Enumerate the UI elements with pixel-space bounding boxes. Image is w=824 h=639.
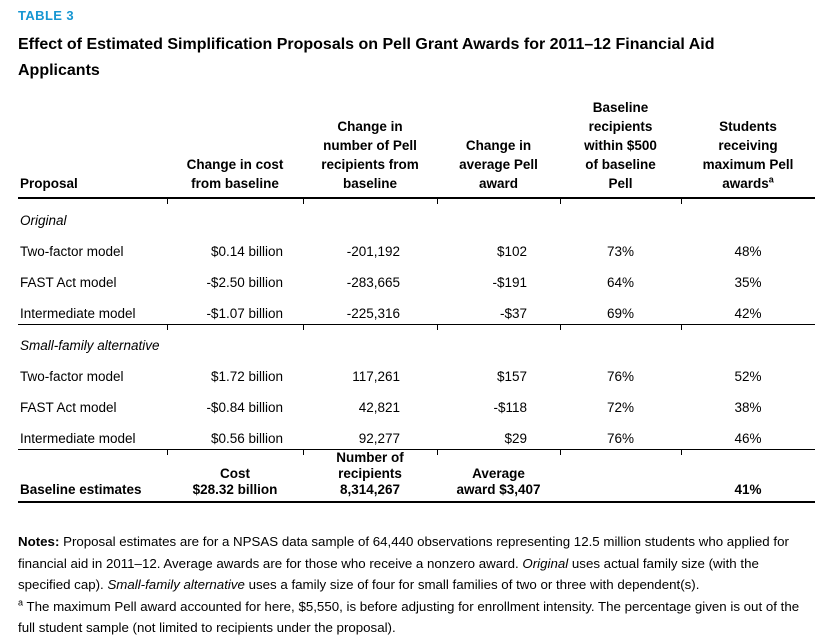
table-number-label: TABLE 3 xyxy=(18,8,75,23)
cell-change-cost: $0.56 billion xyxy=(210,431,283,446)
pell-grant-table: Proposal Change in cost from baseline Ch… xyxy=(18,98,815,503)
table-title: Effect of Estimated Simplification Propo… xyxy=(18,36,715,79)
column-header-max-awards-text: Students receiving maximum Pell awards xyxy=(702,119,794,191)
baseline-within-500 xyxy=(560,498,681,501)
cell-max-awards: 52% xyxy=(734,369,762,384)
section-row-small-family: Small-family alternative xyxy=(18,324,815,356)
baseline-label: Baseline estimates xyxy=(20,482,142,497)
cell-within-500: 76% xyxy=(606,431,635,446)
footnote-paragraph: a The maximum Pell award accounted for h… xyxy=(18,596,810,639)
table-header-row: Proposal Change in cost from baseline Ch… xyxy=(18,98,815,199)
notes-text-1: Proposal estimates are for a NPSAS data … xyxy=(18,534,789,571)
notes-label: Notes: xyxy=(18,534,60,549)
cell-max-awards: 38% xyxy=(734,400,762,415)
cell-change-award: -$191 xyxy=(492,275,527,290)
cell-max-awards: 46% xyxy=(734,431,762,446)
cell-change-cost: -$0.84 billion xyxy=(206,400,283,415)
section-label: Original xyxy=(20,213,67,228)
notes-text-3: uses a family size of four for small fam… xyxy=(244,577,700,592)
notes-term-original: Original xyxy=(522,555,569,571)
cell-within-500: 64% xyxy=(606,275,635,290)
cell-proposal: FAST Act model xyxy=(20,400,117,415)
notes-paragraph: Notes: Proposal estimates are for a NPSA… xyxy=(18,531,810,596)
cell-proposal: Intermediate model xyxy=(20,306,136,321)
cell-change-award: -$37 xyxy=(499,306,527,321)
baseline-cost: Cost $28.32 billion xyxy=(192,466,278,497)
notes-text-2: uses actual family size (with the specif… xyxy=(18,555,759,593)
baseline-estimates-row: Baseline estimates Cost $28.32 billion N… xyxy=(18,449,815,503)
baseline-recipients: Number of recipients 8,314,267 xyxy=(336,450,404,497)
column-header-change-cost: Change in cost from baseline xyxy=(186,157,284,191)
table-row: Intermediate model -$1.07 billion -225,3… xyxy=(18,293,815,324)
cell-change-cost: $1.72 billion xyxy=(210,369,283,384)
column-header-baseline-within-500: Baseline recipients within $500 of basel… xyxy=(584,100,657,191)
cell-change-award: -$118 xyxy=(493,400,527,415)
cell-change-recipients: -201,192 xyxy=(346,244,400,259)
cell-max-awards: 42% xyxy=(734,306,762,321)
cell-change-recipients: 117,261 xyxy=(352,369,400,384)
cell-proposal: Two-factor model xyxy=(20,369,124,384)
cell-within-500: 69% xyxy=(606,306,635,321)
cell-proposal: Two-factor model xyxy=(20,244,124,259)
cell-change-recipients: 92,277 xyxy=(358,431,400,446)
cell-max-awards: 35% xyxy=(734,275,762,290)
table-row: Intermediate model $0.56 billion 92,277 … xyxy=(18,418,815,449)
cell-change-cost: -$2.50 billion xyxy=(206,275,283,290)
table-notes: Notes: Proposal estimates are for a NPSA… xyxy=(18,531,810,639)
cell-change-recipients: -283,665 xyxy=(346,275,400,290)
cell-proposal: Intermediate model xyxy=(20,431,136,446)
column-header-proposal: Proposal xyxy=(20,176,78,191)
cell-within-500: 73% xyxy=(606,244,635,259)
column-header-change-average-award: Change in average Pell award xyxy=(459,138,538,191)
column-header-change-recipients: Change in number of Pell recipients from… xyxy=(321,119,419,191)
section-label: Small-family alternative xyxy=(20,338,160,353)
column-header-max-awards: Students receiving maximum Pell awardsa xyxy=(681,98,815,197)
cell-change-cost: $0.14 billion xyxy=(210,244,283,259)
table-row: Two-factor model $1.72 billion 117,261 $… xyxy=(18,356,815,387)
cell-change-award: $102 xyxy=(496,244,527,259)
baseline-max-awards: 41% xyxy=(734,482,762,497)
table-row: FAST Act model -$0.84 billion 42,821 -$1… xyxy=(18,387,815,418)
baseline-average-award: Average award $3,407 xyxy=(456,466,541,497)
footnote-text: The maximum Pell award accounted for her… xyxy=(18,598,800,636)
table-row: FAST Act model -$2.50 billion -283,665 -… xyxy=(18,262,815,293)
cell-within-500: 76% xyxy=(606,369,635,384)
cell-proposal: FAST Act model xyxy=(20,275,117,290)
cell-change-cost: -$1.07 billion xyxy=(206,306,283,321)
cell-change-award: $157 xyxy=(496,369,527,384)
section-row-original: Original xyxy=(18,199,815,231)
footnote-a-marker: a xyxy=(768,174,774,185)
cell-max-awards: 48% xyxy=(734,244,762,259)
table-row: Two-factor model $0.14 billion -201,192 … xyxy=(18,231,815,262)
cell-change-recipients: -225,316 xyxy=(346,306,400,321)
notes-term-small-family: Small-family alternative xyxy=(107,577,245,592)
footnote-a-marker: a xyxy=(18,597,24,608)
cell-change-recipients: 42,821 xyxy=(358,400,400,415)
cell-change-award: $29 xyxy=(504,431,527,446)
cell-within-500: 72% xyxy=(606,400,635,415)
